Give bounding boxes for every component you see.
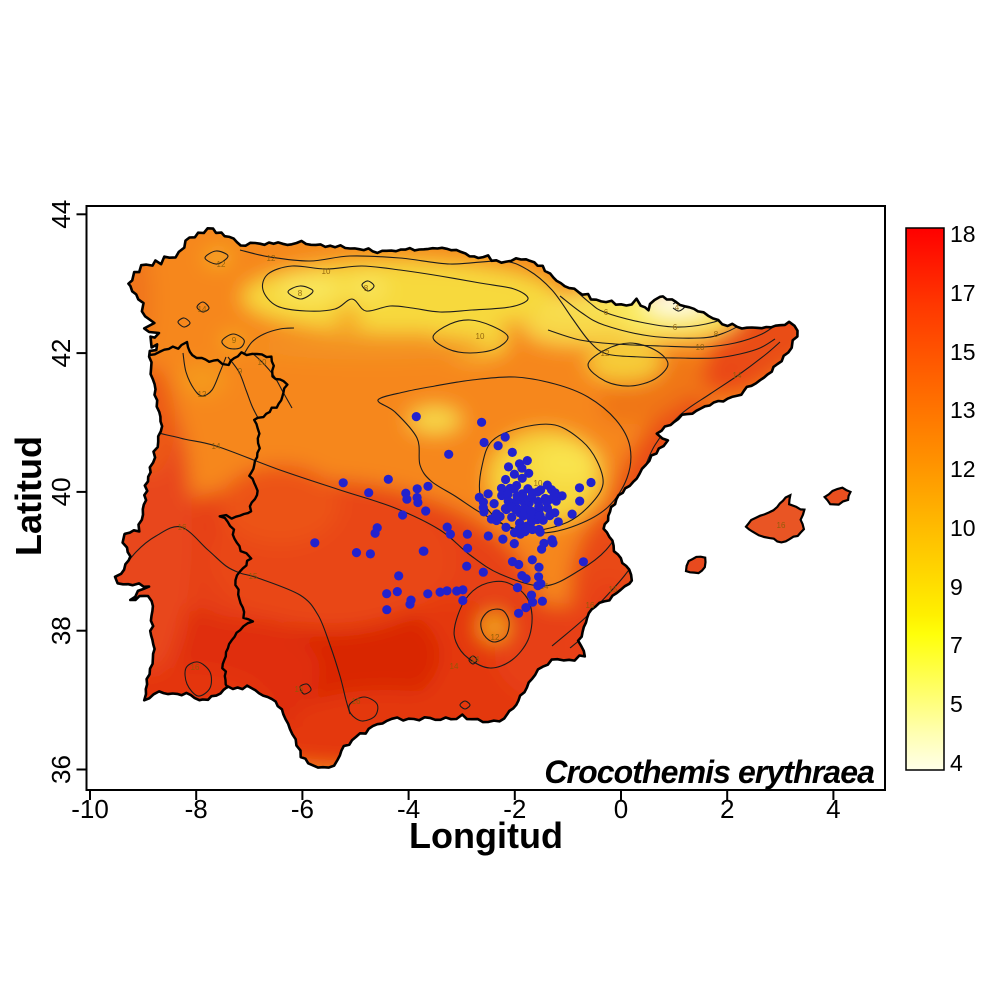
svg-text:8: 8 [364,284,369,293]
svg-text:40: 40 [46,477,76,506]
svg-text:6: 6 [673,323,678,332]
svg-text:14: 14 [198,305,207,314]
svg-text:-10: -10 [71,794,109,824]
svg-text:44: 44 [46,200,76,229]
svg-text:38: 38 [46,616,76,645]
svg-text:10: 10 [258,358,267,367]
svg-text:5: 5 [950,691,963,717]
svg-text:12: 12 [601,349,610,358]
svg-text:10: 10 [476,332,485,341]
svg-text:13: 13 [950,397,976,423]
svg-text:-8: -8 [185,794,208,824]
svg-text:16: 16 [352,697,361,706]
svg-text:-6: -6 [291,794,314,824]
svg-text:12: 12 [267,254,276,263]
svg-text:14: 14 [471,655,480,664]
svg-text:15: 15 [609,585,618,594]
svg-text:-2: -2 [503,794,526,824]
svg-text:4: 4 [950,750,963,776]
svg-text:12: 12 [217,260,226,269]
svg-text:Crocothemis erythraea: Crocothemis erythraea [544,754,874,790]
svg-text:2: 2 [720,794,734,824]
svg-text:12: 12 [950,456,976,482]
svg-text:9: 9 [232,336,237,345]
svg-text:0: 0 [614,794,628,824]
svg-text:16: 16 [586,601,595,610]
svg-text:18: 18 [950,221,976,247]
svg-text:17: 17 [950,280,976,306]
svg-text:6: 6 [604,308,609,317]
svg-text:10: 10 [950,515,976,541]
svg-text:4: 4 [826,794,840,824]
svg-text:10: 10 [534,479,543,488]
svg-text:10: 10 [696,343,705,352]
svg-text:-4: -4 [397,794,420,824]
svg-text:4: 4 [675,303,680,312]
svg-text:8: 8 [298,289,303,298]
svg-text:42: 42 [46,339,76,368]
svg-text:12: 12 [491,633,500,642]
svg-text:9: 9 [238,367,243,376]
svg-text:12: 12 [198,390,207,399]
svg-text:14: 14 [212,442,221,451]
svg-text:16: 16 [777,521,786,530]
svg-text:10: 10 [322,267,331,276]
svg-text:7: 7 [950,632,963,658]
svg-text:36: 36 [46,755,76,784]
svg-text:16: 16 [178,523,187,532]
svg-text:15: 15 [950,339,976,365]
svg-text:16: 16 [295,685,304,694]
svg-text:16: 16 [191,663,200,672]
svg-text:14: 14 [733,371,742,380]
svg-text:Longitud: Longitud [409,815,563,856]
svg-text:15: 15 [249,572,258,581]
svg-text:9: 9 [950,574,963,600]
svg-text:14: 14 [450,662,459,671]
svg-text:8: 8 [714,330,719,339]
svg-text:Latitud: Latitud [8,436,49,556]
